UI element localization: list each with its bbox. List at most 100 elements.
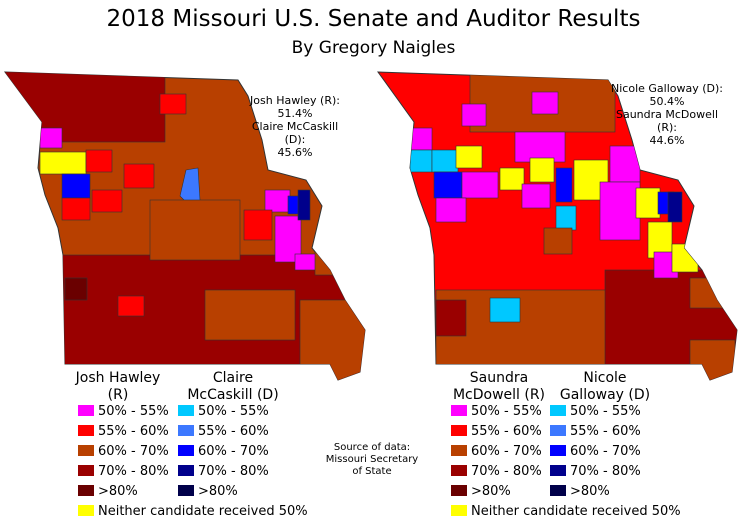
auditor-county-pink-c1 (514, 131, 566, 163)
auditor-county-cyan-jc (555, 205, 577, 231)
auditor-legend-rep-2: 60% - 70% (451, 443, 542, 461)
senate-legend-dem-1: 55% - 60% (178, 423, 269, 441)
legend-swatch (550, 405, 566, 416)
legend-swatch (451, 465, 467, 476)
auditor-rep-name: Saundra McDowell (R): (615, 108, 719, 134)
legend-label: 50% - 55% (98, 404, 169, 419)
senate-county-dark-1 (64, 277, 88, 301)
senate-legend-dem-0: 50% - 55% (178, 403, 269, 421)
senate-rep-name: Josh Hawley (R): (250, 94, 340, 107)
auditor-county-pink-n2 (461, 103, 487, 127)
legend-swatch (451, 425, 467, 436)
auditor-county-navy-stl (667, 191, 683, 223)
legend-swatch (78, 505, 94, 516)
auditor-county-pink-e2 (599, 181, 641, 241)
senate-county-red-spfd (117, 295, 145, 317)
senate-dem-legend-line1: Claire (212, 370, 254, 386)
page-title: 2018 Missouri U.S. Senate and Auditor Re… (106, 6, 641, 32)
page-subtitle: By Gregory Naigles (291, 38, 456, 58)
auditor-dem-pct: 50.4% (649, 95, 685, 108)
auditor-county-orange-c4 (543, 227, 573, 255)
legend-label: 55% - 60% (98, 424, 169, 439)
senate-legend-dem-3: 70% - 80% (178, 463, 269, 481)
senate-dem-legend-header: Claire McCaskill (D) (178, 370, 288, 404)
auditor-legend-dem-1: 55% - 60% (550, 423, 641, 441)
legend-swatch (550, 465, 566, 476)
senate-rep-legend-line2: (R) (107, 387, 129, 403)
auditor-rep-pct: 44.6% (649, 134, 685, 147)
auditor-county-yellow-nw (455, 145, 483, 169)
legend-label: Neither candidate received 50% (471, 504, 681, 519)
auditor-county-yellow-c2 (529, 157, 555, 183)
senate-rep-pct: 51.4% (277, 107, 313, 120)
auditor-result: Nicole Galloway (D): 50.4% Saundra McDow… (607, 82, 727, 147)
legend-label: 60% - 70% (471, 444, 542, 459)
source-note: Source of data: Missouri Secretary of St… (322, 442, 422, 478)
senate-county-orange-east (314, 244, 356, 276)
auditor-legend-rep-4: >80% (451, 483, 511, 501)
legend-swatch (178, 485, 194, 496)
senate-map (3, 71, 366, 381)
source-line: Source of data: (333, 442, 411, 453)
auditor-dem-legend-line2: Galloway (D) (559, 387, 651, 403)
senate-county-orange-se (299, 299, 365, 380)
senate-county-red-2 (61, 197, 91, 221)
legend-swatch (78, 485, 94, 496)
senate-county-red-4 (123, 163, 155, 189)
auditor-county-pink-n1 (531, 91, 559, 115)
legend-swatch (550, 445, 566, 456)
senate-county-red-6 (243, 209, 273, 241)
legend-swatch (451, 405, 467, 416)
auditor-legend-rep-3: 70% - 80% (451, 463, 542, 481)
senate-county-orange-mid (204, 289, 296, 341)
auditor-legend-neither: Neither candidate received 50% (451, 503, 681, 521)
auditor-county-cyan-s (489, 297, 521, 323)
senate-county-navy-stl (297, 189, 311, 221)
senate-county-yellow-kc (39, 151, 87, 175)
auditor-county-pink-e1 (609, 145, 641, 183)
legend-label: 60% - 70% (198, 444, 269, 459)
auditor-rep-legend-header: Saundra McDowell (R) (444, 370, 554, 404)
senate-rep-legend-header: Josh Hawley (R) (68, 370, 168, 404)
auditor-county-pink-w2 (435, 197, 467, 223)
senate-county-red-1 (85, 149, 113, 173)
legend-label: 70% - 80% (198, 464, 269, 479)
legend-swatch (78, 445, 94, 456)
auditor-legend-dem-2: 60% - 70% (550, 443, 641, 461)
legend-swatch (178, 425, 194, 436)
legend-swatch (550, 425, 566, 436)
legend-label: 55% - 60% (471, 424, 542, 439)
legend-swatch (451, 505, 467, 516)
senate-legend-dem-2: 60% - 70% (178, 443, 269, 461)
legend-swatch (178, 445, 194, 456)
legend-swatch (78, 405, 94, 416)
auditor-legend-dem-4: >80% (550, 483, 610, 501)
legend-label: >80% (198, 484, 238, 499)
senate-result: Josh Hawley (R): 51.4% Claire McCaskill … (240, 94, 350, 159)
legend-label: 70% - 80% (471, 464, 542, 479)
auditor-legend-rep-0: 50% - 55% (451, 403, 542, 421)
auditor-county-pink-n3 (409, 127, 433, 151)
auditor-dem-legend-header: Nicole Galloway (D) (550, 370, 660, 404)
senate-region-north (5, 72, 166, 143)
senate-dem-pct: 45.6% (277, 146, 313, 159)
senate-county-pink-stl (264, 189, 291, 213)
auditor-legend-dem-0: 50% - 55% (550, 403, 641, 421)
senate-county-red-3 (91, 189, 123, 213)
auditor-dem-legend-line1: Nicole (583, 370, 627, 386)
senate-dem-legend-line2: McCaskill (D) (187, 387, 279, 403)
legend-label: >80% (570, 484, 610, 499)
senate-dem-name: Claire McCaskill (D): (251, 120, 339, 146)
source-line: of State (352, 466, 392, 477)
auditor-rep-legend-line1: Saundra (469, 370, 529, 386)
legend-swatch (178, 405, 194, 416)
senate-legend-rep-4: >80% (78, 483, 138, 501)
legend-swatch (78, 465, 94, 476)
auditor-county-cyan-nw2 (431, 149, 459, 173)
senate-legend-rep-3: 70% - 80% (78, 463, 169, 481)
auditor-county-yellow-e1 (635, 187, 661, 219)
legend-label: 55% - 60% (570, 424, 641, 439)
legend-label: 60% - 70% (570, 444, 641, 459)
legend-label: 50% - 55% (471, 404, 542, 419)
senate-rep-legend-line1: Josh Hawley (75, 370, 161, 386)
